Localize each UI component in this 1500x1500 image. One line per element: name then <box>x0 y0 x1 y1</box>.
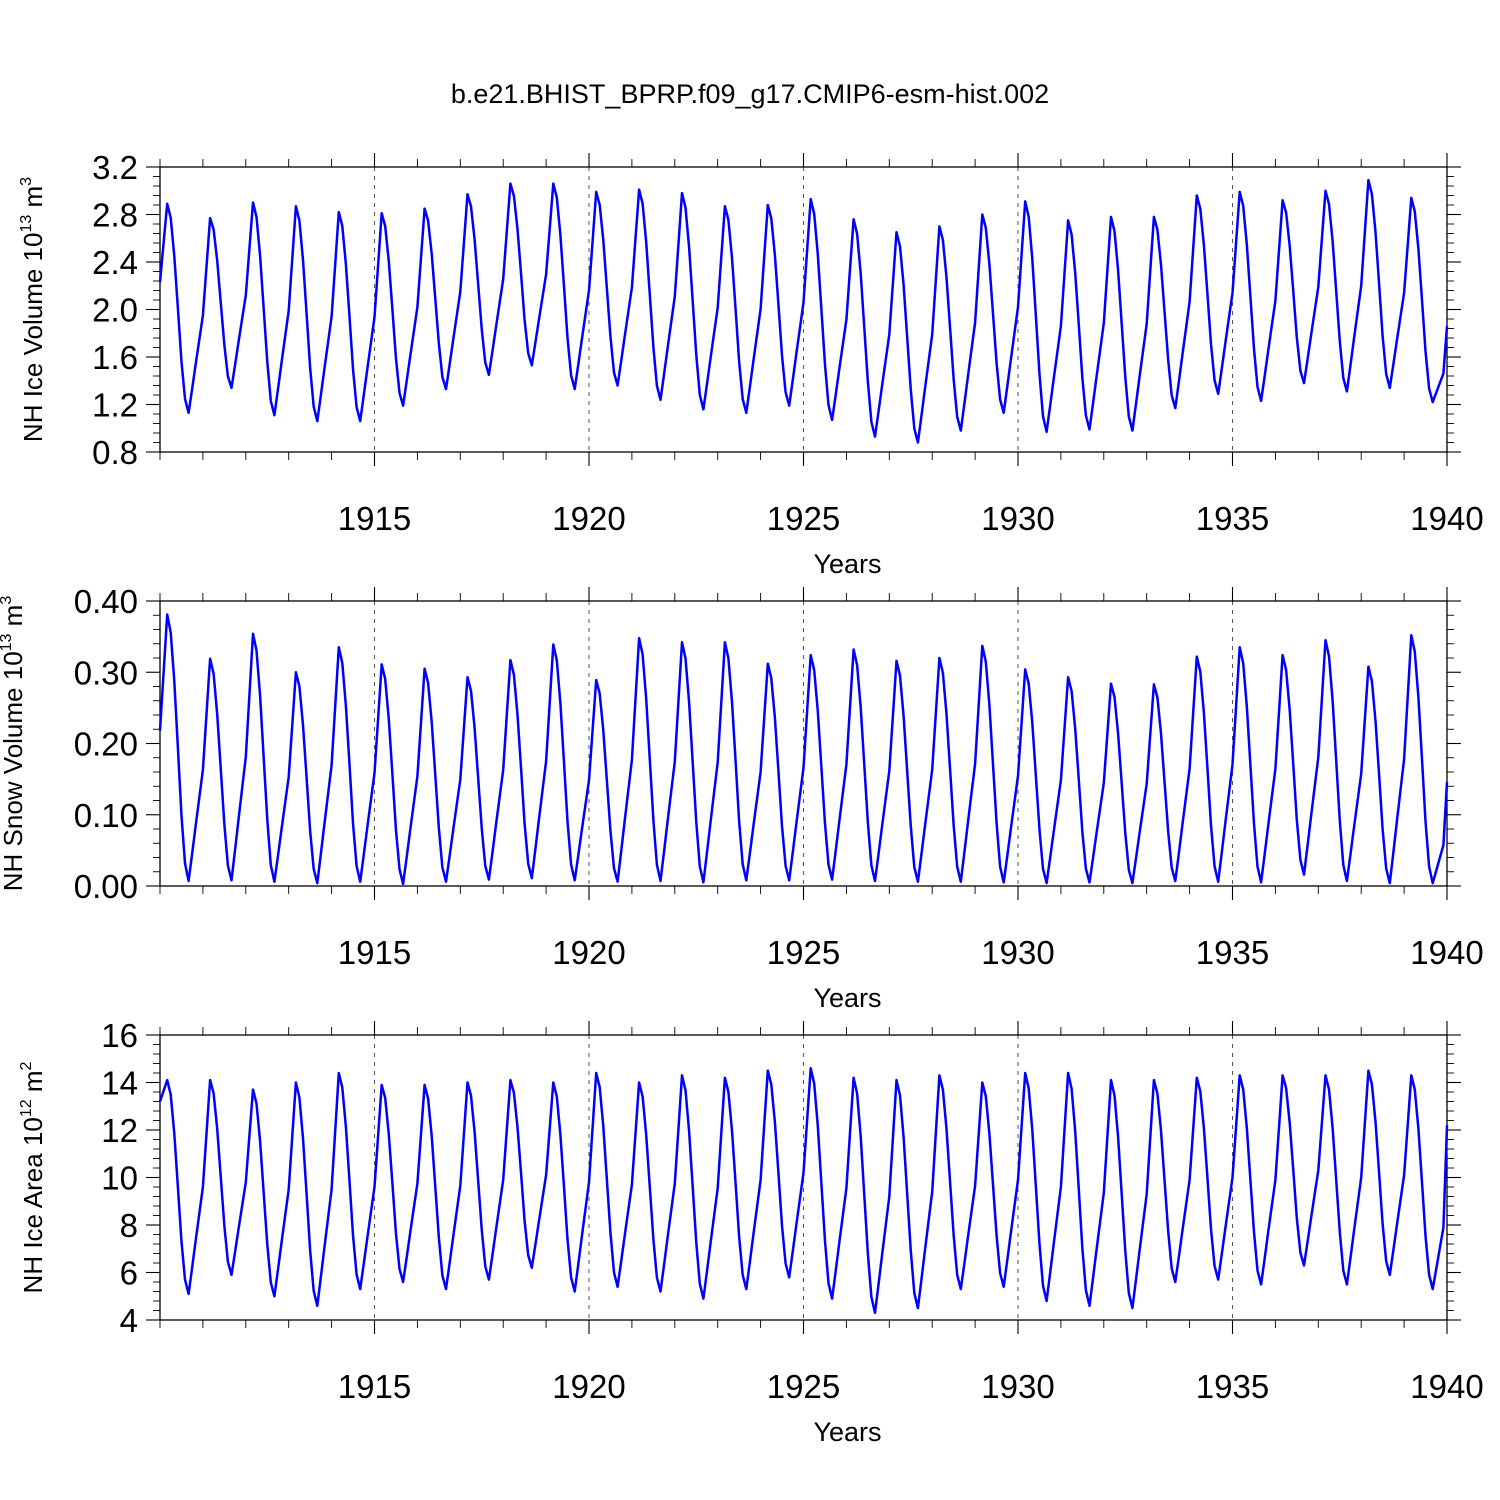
y-tick-label: 2.0 <box>92 292 138 329</box>
y-tick-label: 1.6 <box>92 339 138 376</box>
y-axis-label-superscript: 3 <box>0 596 15 605</box>
y-tick-label: 6 <box>120 1255 138 1292</box>
y-tick-label: 8 <box>120 1207 138 1244</box>
x-tick-label: 1940 <box>1410 1368 1483 1405</box>
y-tick-label: 10 <box>101 1160 138 1197</box>
x-tick-label: 1930 <box>981 934 1054 971</box>
y-tick-label: 0.00 <box>74 868 138 905</box>
y-tick-label: 12 <box>101 1112 138 1149</box>
y-axis-label-part: NH Ice Area 10 <box>18 1117 48 1293</box>
y-axis-label: NH Ice Volume 1013 m3 <box>18 177 48 442</box>
y-tick-label: 0.40 <box>74 583 138 620</box>
y-tick-label: 2.4 <box>92 244 138 281</box>
y-axis-label-superscript: 12 <box>18 1099 35 1117</box>
panels: 1915 1920 1925 1930 1935 1940 0.8 1.2 1.6 2.0 2.4 2… <box>0 149 1484 1447</box>
plot-frame <box>159 600 1448 887</box>
y-tick-label: 2.8 <box>92 197 138 234</box>
y-axis-label-superscript: 2 <box>18 1061 35 1070</box>
panel-3: 1915 1920 1925 1930 1935 1940 4 6 8 10 12 14 16 Years… <box>18 1017 1484 1447</box>
x-tick-label: 1920 <box>552 1368 625 1405</box>
y-tick-label: 0.8 <box>92 434 138 471</box>
y-tick-label: 0.20 <box>74 726 138 763</box>
y-axis-label-part: m <box>18 186 48 215</box>
x-tick-label: 1915 <box>338 500 411 537</box>
y-axis-label-part: m <box>18 1070 48 1099</box>
x-tick-label: 1940 <box>1410 500 1483 537</box>
y-tick-label: 16 <box>101 1017 138 1054</box>
x-tick-label: 1925 <box>767 500 840 537</box>
figure-title: b.e21.BHIST_BPRP.f09_g17.CMIP6-esm-hist.… <box>451 79 1049 109</box>
y-axis-label: NH Ice Area 1012 m2 <box>18 1061 48 1293</box>
y-axis-label-part: m <box>0 605 28 634</box>
x-axis-label: Years <box>813 983 881 1013</box>
series-line <box>158 178 1449 444</box>
y-tick-label: 14 <box>101 1065 138 1102</box>
x-tick-label: 1920 <box>552 934 625 971</box>
x-tick-label: 1940 <box>1410 934 1483 971</box>
y-axis-label-superscript: 13 <box>0 633 15 651</box>
series-line <box>158 1067 1449 1315</box>
x-tick-label: 1930 <box>981 1368 1054 1405</box>
y-axis-label: NH Snow Volume 1013 m3 <box>0 596 28 892</box>
x-tick-label: 1920 <box>552 500 625 537</box>
plot-frame <box>159 166 1448 453</box>
x-tick-label: 1935 <box>1196 500 1269 537</box>
y-axis-label-part: NH Ice Volume 10 <box>18 233 48 443</box>
x-axis-label: Years <box>813 549 881 579</box>
y-tick-label: 4 <box>120 1302 138 1339</box>
x-tick-label: 1925 <box>767 1368 840 1405</box>
y-tick-label: 0.30 <box>74 654 138 691</box>
panel-2: 1915 1920 1925 1930 1935 1940 0.00 0.10 0.20 0.30… <box>0 583 1484 1013</box>
x-tick-label: 1935 <box>1196 1368 1269 1405</box>
panel-1: 1915 1920 1925 1930 1935 1940 0.8 1.2 1.6 2.0 2.4 2… <box>18 149 1484 579</box>
y-tick-label: 3.2 <box>92 149 138 186</box>
x-axis-label: Years <box>813 1417 881 1447</box>
x-tick-label: 1915 <box>338 934 411 971</box>
x-tick-label: 1915 <box>338 1368 411 1405</box>
x-tick-label: 1935 <box>1196 934 1269 971</box>
x-tick-label: 1930 <box>981 500 1054 537</box>
y-tick-label: 0.10 <box>74 797 138 834</box>
x-tick-label: 1925 <box>767 934 840 971</box>
y-axis-label-superscript: 13 <box>18 215 35 233</box>
y-axis-label-superscript: 3 <box>18 177 35 186</box>
series-line <box>158 613 1449 886</box>
plot-frame <box>159 1034 1448 1321</box>
y-tick-label: 1.2 <box>92 387 138 424</box>
y-axis-label-part: NH Snow Volume 10 <box>0 651 28 891</box>
